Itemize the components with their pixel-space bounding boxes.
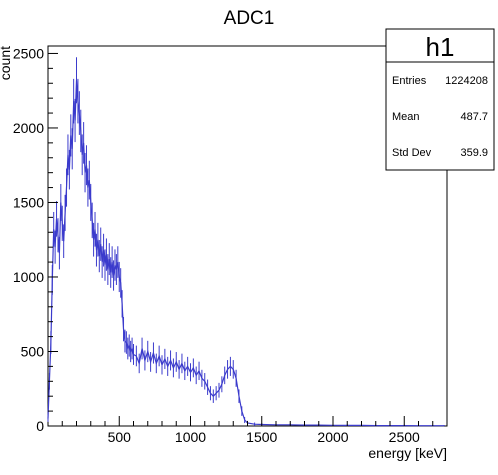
stats-stddev-value: 359.9: [460, 147, 488, 159]
stats-box-frame: [385, 28, 495, 171]
x-axis: 500 1000 1500 2000 2500: [61, 416, 434, 445]
x-tick-label: 2000: [317, 429, 348, 445]
stats-stddev-label: Std Dev: [392, 147, 432, 159]
stats-mean-value: 487.7: [460, 111, 488, 123]
x-tick-label: 1000: [175, 429, 206, 445]
stats-entries-value: 1224208: [445, 75, 488, 87]
stats-entries-label: Entries: [392, 75, 427, 87]
plot-frame: [47, 45, 448, 427]
y-tick-label: 0: [36, 418, 44, 434]
series-layer: [47, 57, 445, 427]
stats-box: h1 Entries 1224208 Mean 487.7 Std Dev 35…: [385, 28, 495, 171]
y-tick-label: 2000: [13, 120, 44, 136]
y-tick-label: 1500: [13, 194, 44, 210]
y-axis: 0 500 1000 1500 2000 2500: [13, 45, 58, 434]
chart-title: ADC1: [224, 8, 275, 29]
y-axis-title: count: [0, 46, 13, 80]
x-tick-label: 1500: [246, 429, 277, 445]
x-tick-label: 500: [108, 429, 132, 445]
y-tick-label: 500: [21, 343, 45, 359]
stats-box-name: h1: [426, 32, 455, 62]
stats-mean-label: Mean: [392, 111, 420, 123]
y-tick-label: 2500: [13, 45, 44, 61]
x-tick-label: 2500: [389, 429, 420, 445]
x-axis-title: energy [keV]: [368, 445, 447, 461]
y-tick-label: 1000: [13, 269, 44, 285]
